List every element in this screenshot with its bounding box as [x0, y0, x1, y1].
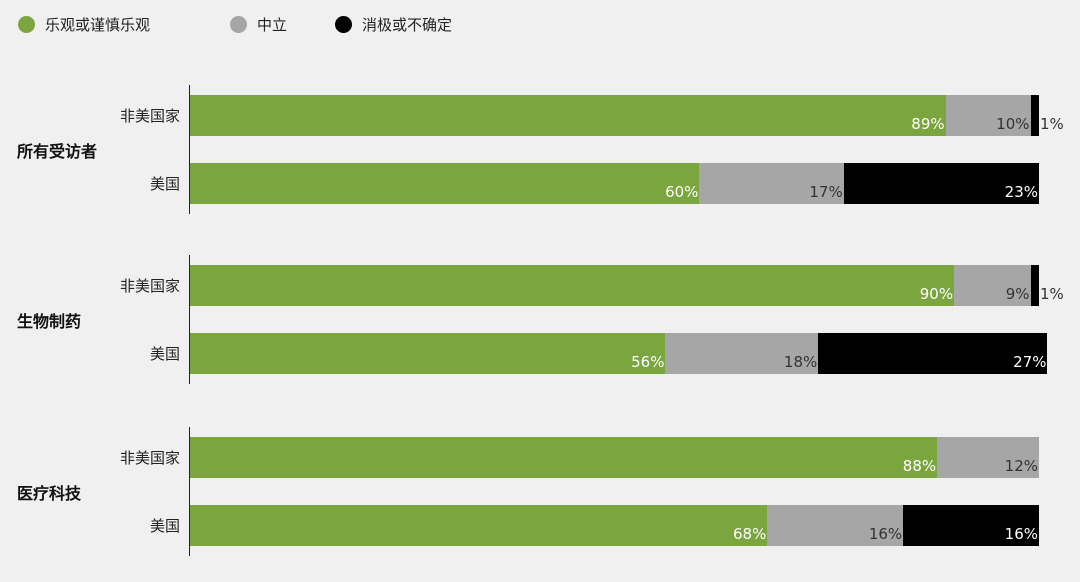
data-label: 16%	[868, 525, 903, 543]
data-label: 10%	[996, 115, 1030, 133]
axis-line	[189, 427, 190, 556]
legend: 乐观或谨慎乐观 中立 消极或不确定	[18, 14, 500, 35]
group-label: 医疗科技	[17, 484, 82, 503]
row-label: 美国	[149, 345, 180, 363]
axis-line	[189, 85, 190, 214]
legend-item-neutral: 中立	[230, 14, 287, 35]
bar-segment	[190, 163, 700, 204]
bar-segment	[954, 265, 1031, 306]
data-label: 27%	[1013, 353, 1047, 371]
row-label: 美国	[149, 517, 180, 535]
bar-segment	[945, 95, 1031, 136]
axis-line	[189, 255, 190, 384]
data-label: 56%	[631, 353, 665, 371]
row-label: 非美国家	[119, 449, 180, 467]
legend-label: 消极或不确定	[362, 16, 453, 34]
bar-segment	[190, 437, 938, 478]
bar-segment	[937, 437, 1039, 478]
data-label: 23%	[1004, 183, 1038, 201]
legend-swatch-negative	[335, 16, 353, 33]
data-label: 17%	[809, 183, 843, 201]
legend-swatch-optimistic	[18, 16, 35, 33]
data-label: 16%	[1004, 525, 1038, 543]
data-label: 88%	[902, 457, 937, 475]
data-label: 1%	[1040, 115, 1064, 133]
data-label: 90%	[919, 285, 954, 303]
legend-label: 乐观或谨慎乐观	[45, 16, 151, 34]
bar-segment	[190, 265, 955, 306]
legend-item-negative: 消极或不确定	[335, 14, 452, 35]
legend-swatch-neutral	[230, 16, 248, 33]
row-label: 非美国家	[119, 277, 180, 295]
data-label: 1%	[1040, 285, 1064, 303]
bar-segment	[665, 333, 819, 374]
bar-segment	[190, 333, 666, 374]
data-label: 68%	[732, 525, 767, 543]
group-label: 生物制药	[17, 312, 82, 331]
data-label: 9%	[1005, 285, 1030, 303]
group-label: 所有受访者	[17, 142, 98, 161]
bar-segment	[190, 95, 946, 136]
legend-item-optimistic: 乐观或谨慎乐观	[18, 14, 150, 35]
data-label: 89%	[911, 115, 945, 133]
bar-segment	[767, 505, 904, 546]
bar-segment	[190, 505, 768, 546]
data-label: 60%	[665, 183, 699, 201]
bar-segment	[818, 333, 1048, 374]
row-label: 美国	[149, 175, 180, 193]
bar-segment	[1030, 95, 1039, 136]
bar-segment	[699, 163, 844, 204]
row-label: 非美国家	[119, 107, 180, 125]
data-label: 12%	[1004, 457, 1038, 475]
legend-label: 中立	[257, 16, 288, 34]
bar-segment	[1030, 265, 1039, 306]
data-label: 18%	[783, 353, 818, 371]
bar-segment	[843, 163, 1039, 204]
bar-segment	[903, 505, 1039, 546]
